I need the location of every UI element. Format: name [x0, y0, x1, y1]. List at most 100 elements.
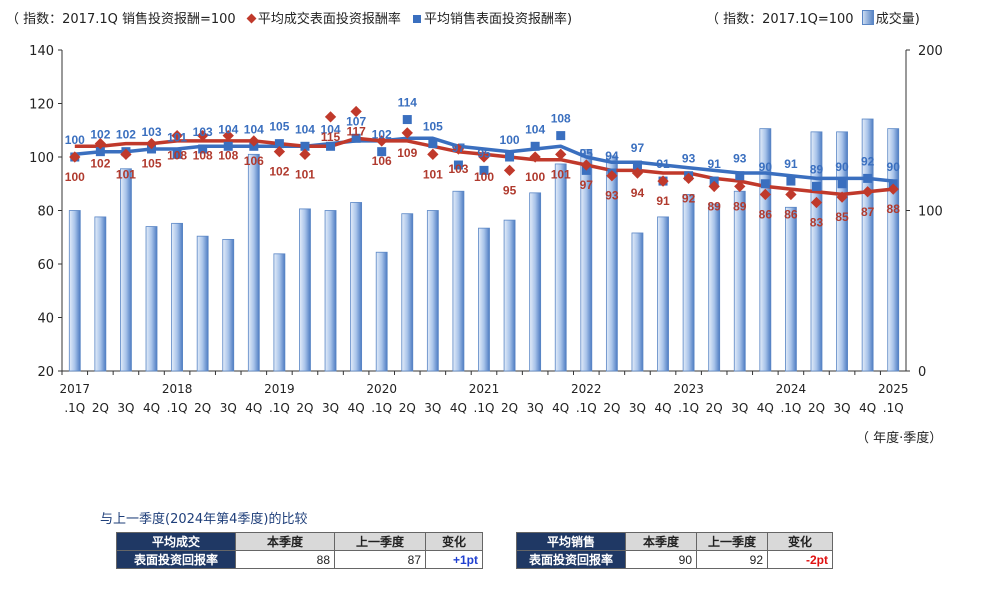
- volume-bar: [836, 131, 848, 372]
- volume-bar: [580, 149, 593, 372]
- year-tick-label: 2020: [366, 382, 397, 396]
- quarter-tick-label: 3Q: [527, 401, 544, 415]
- transaction-data-label: 103: [448, 162, 468, 176]
- year-tick-label: 2023: [673, 382, 704, 396]
- quarter-tick-label: 4Q: [757, 401, 774, 415]
- sales-trend-line: [74, 136, 894, 183]
- legend-right-index: （ 指数：2017.1Q=100: [706, 12, 854, 27]
- transaction-marker: [631, 167, 644, 179]
- sales-marker: [811, 181, 821, 191]
- transaction-data-label: 92: [682, 191, 696, 205]
- transaction-data-label: 86: [759, 207, 773, 221]
- transaction-marker: [759, 188, 771, 201]
- volume-bar: [324, 210, 337, 372]
- volume-bar: [401, 213, 414, 372]
- volume-bar: [299, 208, 311, 372]
- legend-bar-icon: [861, 10, 874, 25]
- transaction-marker: [529, 151, 541, 163]
- transaction-marker: [248, 135, 260, 147]
- transaction-data-label: 101: [423, 167, 443, 181]
- transaction-marker: [299, 148, 311, 160]
- transaction-marker: [861, 186, 874, 198]
- transaction-change: +1pt: [425, 550, 483, 569]
- transaction-marker: [810, 196, 823, 209]
- sales-data-label: 104: [244, 122, 264, 136]
- volume-bar: [196, 235, 209, 372]
- sales-data-label: 105: [423, 120, 443, 134]
- quarter-tick-label: 4Q: [654, 401, 671, 415]
- transaction-marker: [273, 145, 286, 158]
- volume-bar: [247, 153, 260, 372]
- transaction-marker: [734, 180, 746, 193]
- quarter-tick-label: .1Q: [371, 401, 392, 415]
- year-tick-label: 2025: [878, 382, 909, 396]
- sales-marker: [556, 131, 566, 141]
- transaction-marker: [376, 135, 388, 147]
- transaction-data-label: 87: [861, 205, 875, 219]
- transaction-marker: [145, 137, 158, 150]
- quarter-tick-label: 3Q: [117, 401, 134, 415]
- transaction-data-label: 100: [474, 170, 494, 184]
- volume-bar: [503, 219, 516, 372]
- sales-marker: [837, 179, 847, 189]
- sales-previous: 92: [696, 550, 768, 569]
- sales-data-label: 90: [887, 160, 901, 174]
- sales-data-label: 97: [452, 141, 466, 155]
- volume-bar: [810, 131, 823, 372]
- transaction-data-label: 109: [397, 146, 417, 160]
- quarter-tick-label: 2Q: [603, 401, 620, 415]
- transaction-data-label: 94: [631, 186, 645, 200]
- sales-data-label: 94: [605, 149, 619, 163]
- sales-data-label: 102: [116, 128, 136, 142]
- right-tick-label: 200: [918, 44, 943, 59]
- quarter-tick-label: 4Q: [552, 401, 569, 415]
- sales-marker: [377, 147, 387, 157]
- transaction-marker: [171, 129, 183, 142]
- left-tick-label: 140: [29, 44, 54, 59]
- sales-change: -2pt: [767, 550, 833, 569]
- volume-bar: [733, 190, 746, 372]
- volume-bar: [887, 128, 900, 372]
- volume-bar: [682, 194, 695, 372]
- sales-data-label: 104: [321, 122, 341, 136]
- sales-marker: [172, 149, 182, 159]
- sales-marker: [863, 173, 873, 183]
- sales-marker: [95, 147, 105, 157]
- quarter-tick-label: 2Q: [808, 401, 825, 415]
- transaction-marker: [197, 129, 209, 142]
- sales-data-label: 114: [398, 96, 418, 110]
- volume-bar: [350, 202, 363, 372]
- col-current: 本季度: [235, 532, 335, 551]
- quarter-tick-label: 4Q: [859, 401, 876, 415]
- quarter-tick-label: 4Q: [348, 401, 365, 415]
- year-tick-label: 2021: [469, 382, 500, 396]
- transaction-data-label: 101: [551, 167, 571, 181]
- col-change: 变化: [767, 532, 833, 551]
- col-previous: 上一季度: [334, 532, 426, 551]
- sales-marker: [786, 176, 796, 186]
- volume-bar: [375, 251, 388, 372]
- quarter-tick-label: 3Q: [834, 401, 851, 415]
- transaction-marker: [401, 127, 413, 139]
- quarter-tick-label: .1Q: [167, 401, 188, 415]
- sales-current: 90: [625, 550, 697, 569]
- transaction-data-label: 106: [372, 154, 392, 168]
- transaction-comparison-table: 平均成交 本季度 上一季度 变化 表面投资回报率 88 87 +1pt: [116, 532, 483, 569]
- transaction-data-label: 115: [321, 130, 341, 144]
- left-tick-label: 80: [37, 205, 54, 220]
- transaction-marker: [427, 148, 439, 160]
- sales-data-label: 104: [218, 122, 238, 136]
- left-tick-label: 120: [29, 98, 54, 113]
- quarter-tick-label: 3Q: [424, 401, 441, 415]
- quarter-tick-label: 2Q: [501, 401, 518, 415]
- sales-data-label: 104: [525, 122, 545, 136]
- sales-marker: [479, 165, 489, 175]
- sales-label-2: 表面投资回报率: [516, 550, 626, 569]
- volume-bar: [785, 206, 797, 372]
- left-tick-label: 20: [37, 365, 54, 380]
- transaction-data-label: 88: [887, 202, 901, 216]
- sales-data-label: 91: [656, 157, 670, 171]
- sales-data-label: 90: [835, 160, 849, 174]
- transaction-data-label: 100: [65, 170, 85, 184]
- year-tick-label: 2018: [162, 382, 193, 396]
